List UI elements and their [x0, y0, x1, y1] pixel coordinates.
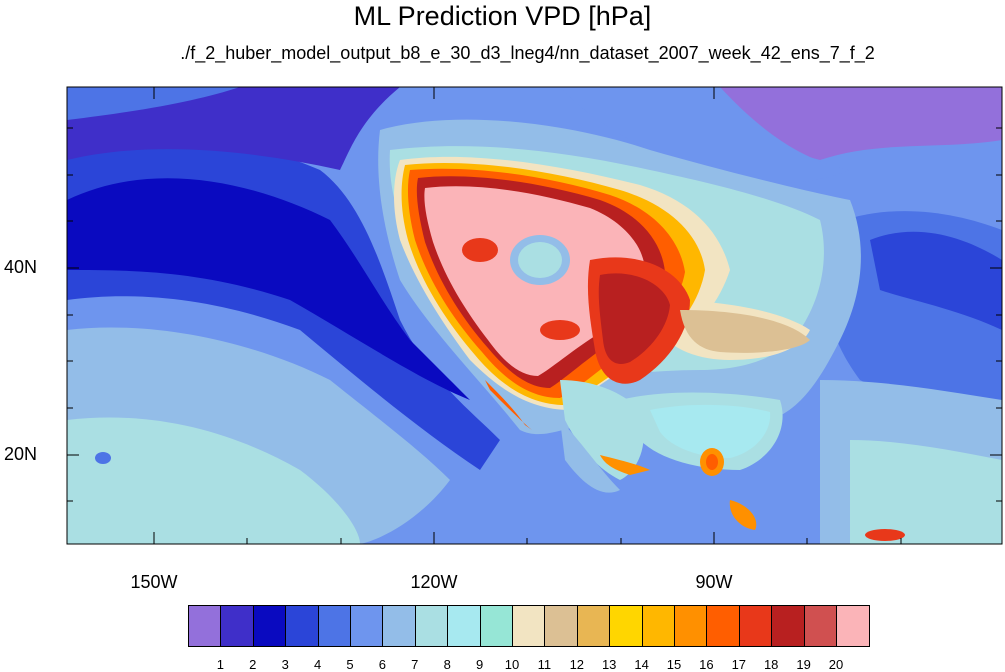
colorbar-box [706, 605, 741, 647]
colorbar-label: 4 [313, 657, 322, 672]
colorbar-box [641, 605, 676, 647]
colorbar-label: 9 [475, 657, 484, 672]
colorbar-label: 17 [731, 657, 747, 672]
lon-label-120w: 120W [410, 572, 458, 592]
colorbar-label: 19 [796, 657, 811, 672]
colorbar-label: 16 [699, 657, 714, 672]
colorbar-box [738, 605, 773, 647]
lon-label-150w: 150W [130, 572, 178, 592]
colorbar-box [576, 605, 611, 647]
colorbar-label: 14 [634, 657, 649, 672]
colorbar-box [220, 605, 255, 647]
lon-label-90w: 90W [695, 572, 733, 592]
colorbar-label: 5 [346, 657, 354, 672]
colorbar-box [544, 605, 579, 647]
colorbar-box [836, 605, 870, 647]
colorbar-box [188, 605, 222, 647]
colorbar [188, 605, 870, 647]
colorbar-label: 18 [763, 657, 779, 672]
colorbar-box [447, 605, 482, 647]
lat-label-40n: 40N [4, 257, 38, 277]
map-title: ML Prediction VPD [hPa] [353, 1, 652, 31]
colorbar-label: 2 [249, 657, 257, 672]
colorbar-box [609, 605, 644, 647]
map-field [67, 87, 1002, 544]
map-subtitle: ./f_2_huber_model_output_b8_e_30_d3_lneg… [180, 43, 875, 63]
colorbar-label: 6 [378, 657, 386, 672]
colorbar-box [382, 605, 417, 647]
map-ticks [67, 87, 1002, 544]
colorbar-box [350, 605, 384, 647]
colorbar-box [317, 605, 352, 647]
colorbar-box [674, 605, 708, 647]
colorbar-box [252, 605, 287, 647]
colorbar-label: 11 [537, 657, 552, 672]
colorbar-label: 10 [504, 657, 520, 672]
lat-label-20n: 20N [4, 444, 38, 464]
colorbar-box [512, 605, 546, 647]
colorbar-box [771, 605, 806, 647]
colorbar-label: 8 [443, 657, 451, 672]
colorbar-label: 7 [411, 657, 419, 672]
colorbar-label: 12 [569, 657, 585, 672]
colorbar-label: 13 [601, 657, 617, 672]
colorbar-label: 3 [281, 657, 289, 672]
colorbar-label: 20 [828, 657, 844, 672]
colorbar-label: 15 [666, 657, 682, 672]
colorbar-box [479, 605, 514, 647]
colorbar-box [414, 605, 449, 647]
colorbar-label: 1 [216, 657, 224, 672]
colorbar-box [803, 605, 838, 647]
colorbar-box [285, 605, 320, 647]
